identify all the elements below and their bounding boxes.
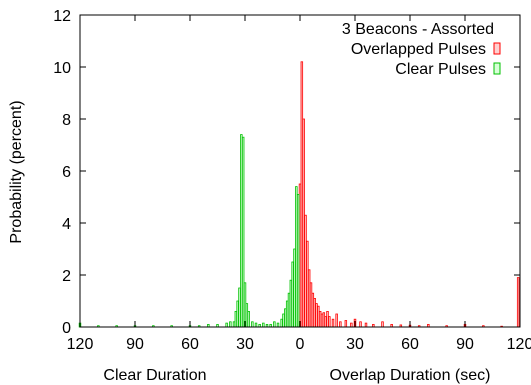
bar	[335, 313, 338, 328]
bar	[298, 183, 302, 328]
bar	[307, 269, 311, 328]
x-axis-label-clear: Clear Duration	[103, 367, 206, 384]
bar	[282, 313, 285, 328]
bar	[251, 321, 254, 328]
bar	[306, 240, 309, 328]
bar	[245, 303, 249, 328]
y-tick-label: 8	[62, 112, 71, 129]
bar	[229, 321, 232, 328]
x-tick-label: 0	[296, 336, 305, 353]
y-axis-label: Probability (percent)	[8, 100, 25, 243]
bar	[285, 300, 289, 328]
y-tick-label: 10	[53, 60, 71, 77]
bar	[295, 186, 298, 328]
bar	[293, 248, 296, 328]
y-tick-label: 6	[62, 164, 71, 181]
x-tick-label: 30	[236, 336, 254, 353]
legend-swatch-clear	[493, 62, 501, 75]
bars-layer	[78, 61, 520, 328]
bar	[311, 292, 315, 328]
bar	[339, 321, 342, 328]
bar	[344, 320, 348, 328]
x-tick-label: 90	[456, 336, 474, 353]
series-overlapped-pulses	[298, 61, 520, 328]
x-tick-label: 60	[401, 336, 419, 353]
bar	[247, 310, 250, 328]
bar	[318, 310, 322, 328]
bar	[289, 279, 293, 328]
bar	[350, 322, 353, 328]
bar	[364, 322, 368, 328]
bar	[331, 318, 335, 328]
bar	[238, 287, 241, 328]
bar	[287, 292, 291, 328]
y-tick-label: 2	[62, 268, 71, 285]
bar	[300, 61, 304, 328]
legend-label-overlapped: Overlapped Pulses	[351, 41, 486, 58]
bar	[280, 318, 283, 328]
bar	[317, 305, 320, 328]
y-tick-label: 0	[62, 320, 71, 337]
bar	[313, 297, 316, 328]
bar	[516, 277, 520, 328]
bar	[276, 322, 280, 328]
bar	[262, 322, 265, 328]
x-tick-label: 60	[181, 336, 199, 353]
bar	[359, 321, 362, 328]
legend: 3 Beacons - Assorted Overlapped Pulses C…	[342, 21, 501, 78]
y-tick-label: 12	[53, 8, 71, 25]
bar	[326, 310, 329, 328]
bar	[381, 321, 384, 328]
bar	[284, 308, 287, 328]
bar	[241, 136, 245, 328]
x-tick-label: 120	[67, 336, 94, 353]
bar	[243, 282, 247, 328]
bar	[234, 310, 238, 328]
bar	[273, 321, 276, 328]
x-tick-label: 90	[126, 336, 144, 353]
bar	[232, 321, 236, 328]
x-tick-label: 120	[507, 336, 531, 353]
bar	[302, 118, 305, 328]
x-axis-label-overlap: Overlap Duration (sec)	[330, 367, 491, 384]
bar	[225, 322, 228, 328]
x-tick-label: 30	[346, 336, 364, 353]
y-tick-label: 4	[62, 216, 71, 233]
bar	[304, 214, 307, 328]
bar	[324, 316, 327, 328]
bar	[240, 134, 243, 328]
series-clear-pulses	[78, 134, 300, 328]
bar	[291, 261, 294, 328]
bar	[328, 316, 331, 328]
axes-layer: 0 2 4 6 8 10 12 120 90 60 30 0 30 60 90 120	[53, 8, 531, 353]
bar	[236, 300, 239, 328]
bar	[322, 312, 326, 328]
bar	[309, 282, 313, 328]
legend-swatch-overlapped	[493, 42, 501, 55]
legend-label-clear: Clear Pulses	[395, 61, 486, 78]
bar	[254, 322, 258, 328]
bar	[296, 193, 300, 328]
legend-title: 3 Beacons - Assorted	[342, 21, 494, 38]
bar	[320, 313, 324, 328]
bar	[315, 303, 318, 328]
